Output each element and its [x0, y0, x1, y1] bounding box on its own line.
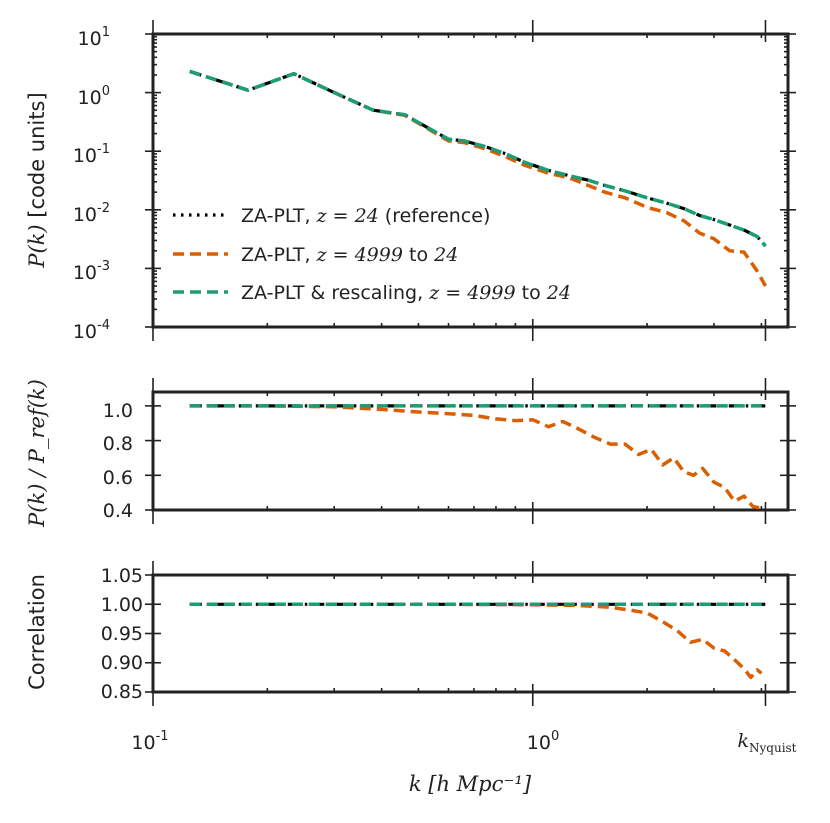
- x-tick-label-nyquist: kNyquist: [737, 730, 796, 755]
- series-line-za_plt-panel-top: [189, 69, 768, 287]
- bottom-y-tick-label: 0.90: [101, 652, 143, 674]
- legend-label-rescaled: ZA-PLT & rescaling, z = 4999 to 24: [241, 282, 571, 304]
- bottom-y-tick-label: 0.95: [101, 623, 143, 645]
- legend-label-za-plt: ZA-PLT, z = 4999 to 24: [241, 244, 458, 266]
- middle-y-tick-label: 1.0: [103, 400, 133, 422]
- bottom-y-tick-labels: 1.05 1.00 0.95 0.90 0.85: [101, 565, 143, 703]
- middle-y-tick-label: 0.4: [103, 500, 133, 522]
- bottom-panel-frame: [151, 573, 790, 694]
- top-y-tick-label: 100: [78, 84, 110, 109]
- bottom-y-tick-label: 0.85: [101, 681, 143, 703]
- series-line-za_plt-panel-middle: [189, 404, 762, 511]
- x-tick-label: 10-1: [131, 729, 168, 754]
- bottom-panel-series: [189, 602, 766, 680]
- legend-label-reference: ZA-PLT, z = 24 (reference): [241, 205, 490, 227]
- middle-y-tick-label: 0.6: [103, 467, 133, 489]
- bottom-y-axis-label: Correlation: [25, 574, 49, 690]
- top-y-tick-label: 101: [78, 25, 110, 50]
- top-y-tick-label: 10-3: [73, 259, 110, 284]
- middle-y-tick-labels: 1.0 0.8 0.6 0.4: [103, 400, 133, 522]
- middle-y-tick-label: 0.8: [103, 433, 133, 455]
- x-tick-label: 100: [527, 729, 559, 754]
- series-line-za_plt-panel-bottom: [189, 602, 763, 680]
- series-line-rescaled-panel-top: [189, 69, 767, 248]
- middle-y-axis-label: P(k) / P_ref(k): [25, 379, 49, 528]
- top-panel-series: [189, 69, 768, 287]
- top-y-tick-label: 10-2: [73, 201, 110, 226]
- x-tick-labels: 10-1 100 kNyquist: [131, 729, 796, 755]
- top-y-tick-label: 10-1: [73, 142, 110, 167]
- bottom-y-tick-label: 1.00: [101, 594, 143, 616]
- axis-ticks: [145, 20, 796, 706]
- legend: ZA-PLT, z = 24 (reference) ZA-PLT, z = 4…: [173, 205, 571, 304]
- x-axis-label: k [h Mpc⁻¹]: [409, 772, 532, 796]
- middle-panel-frame: [151, 390, 790, 512]
- top-panel-frame: [151, 32, 790, 329]
- middle-panel-series: [189, 404, 766, 511]
- top-y-tick-labels: 101 100 10-1 10-2 10-3 10-4: [73, 25, 110, 343]
- top-y-axis-label: P(k) [code units]: [25, 92, 49, 268]
- bottom-y-tick-label: 1.05: [101, 565, 143, 587]
- top-y-tick-label: 10-4: [73, 318, 110, 343]
